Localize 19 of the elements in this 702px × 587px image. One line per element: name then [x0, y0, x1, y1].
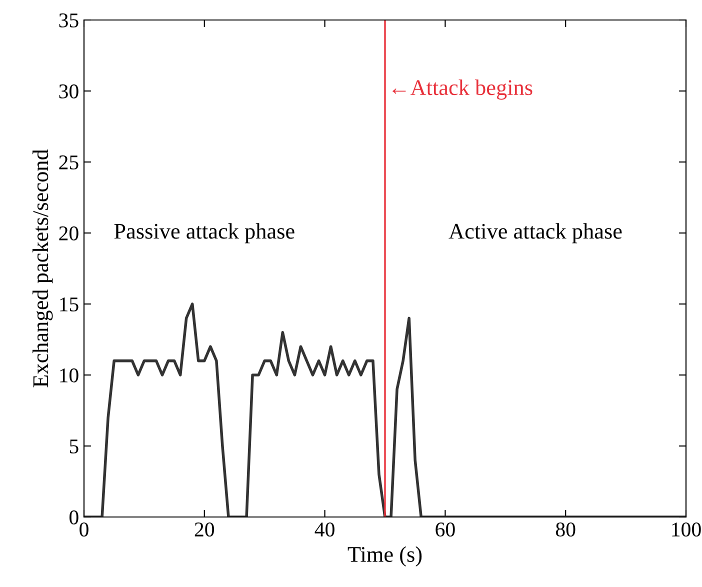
annotation: Active attack phase: [448, 223, 622, 244]
y-tick-label: 25: [59, 155, 78, 170]
y-tick-label: 10: [60, 368, 78, 382]
x-tick-label: 80: [556, 522, 576, 537]
x-tick-label: 100: [672, 522, 701, 537]
x-tick-label: 40: [314, 522, 334, 537]
annotation: Passive attack phase: [114, 223, 294, 244]
x-axis-title: Time (s): [348, 546, 422, 566]
y-tick-label: 35: [59, 13, 78, 28]
y-tick-label: 5: [70, 440, 78, 454]
y-tick-label: 15: [60, 297, 78, 312]
ref-line-label: ←Attack begins: [392, 79, 532, 100]
y-axis-title: Exchanged packets/second: [32, 149, 53, 388]
x-tick-label: 20: [194, 522, 214, 537]
y-tick-label: 0: [70, 510, 78, 524]
y-tick-label: 30: [59, 84, 78, 98]
y-tick-label: 20: [59, 226, 78, 240]
x-tick-label: 60: [436, 522, 455, 537]
x-tick-label: 0: [80, 522, 88, 537]
